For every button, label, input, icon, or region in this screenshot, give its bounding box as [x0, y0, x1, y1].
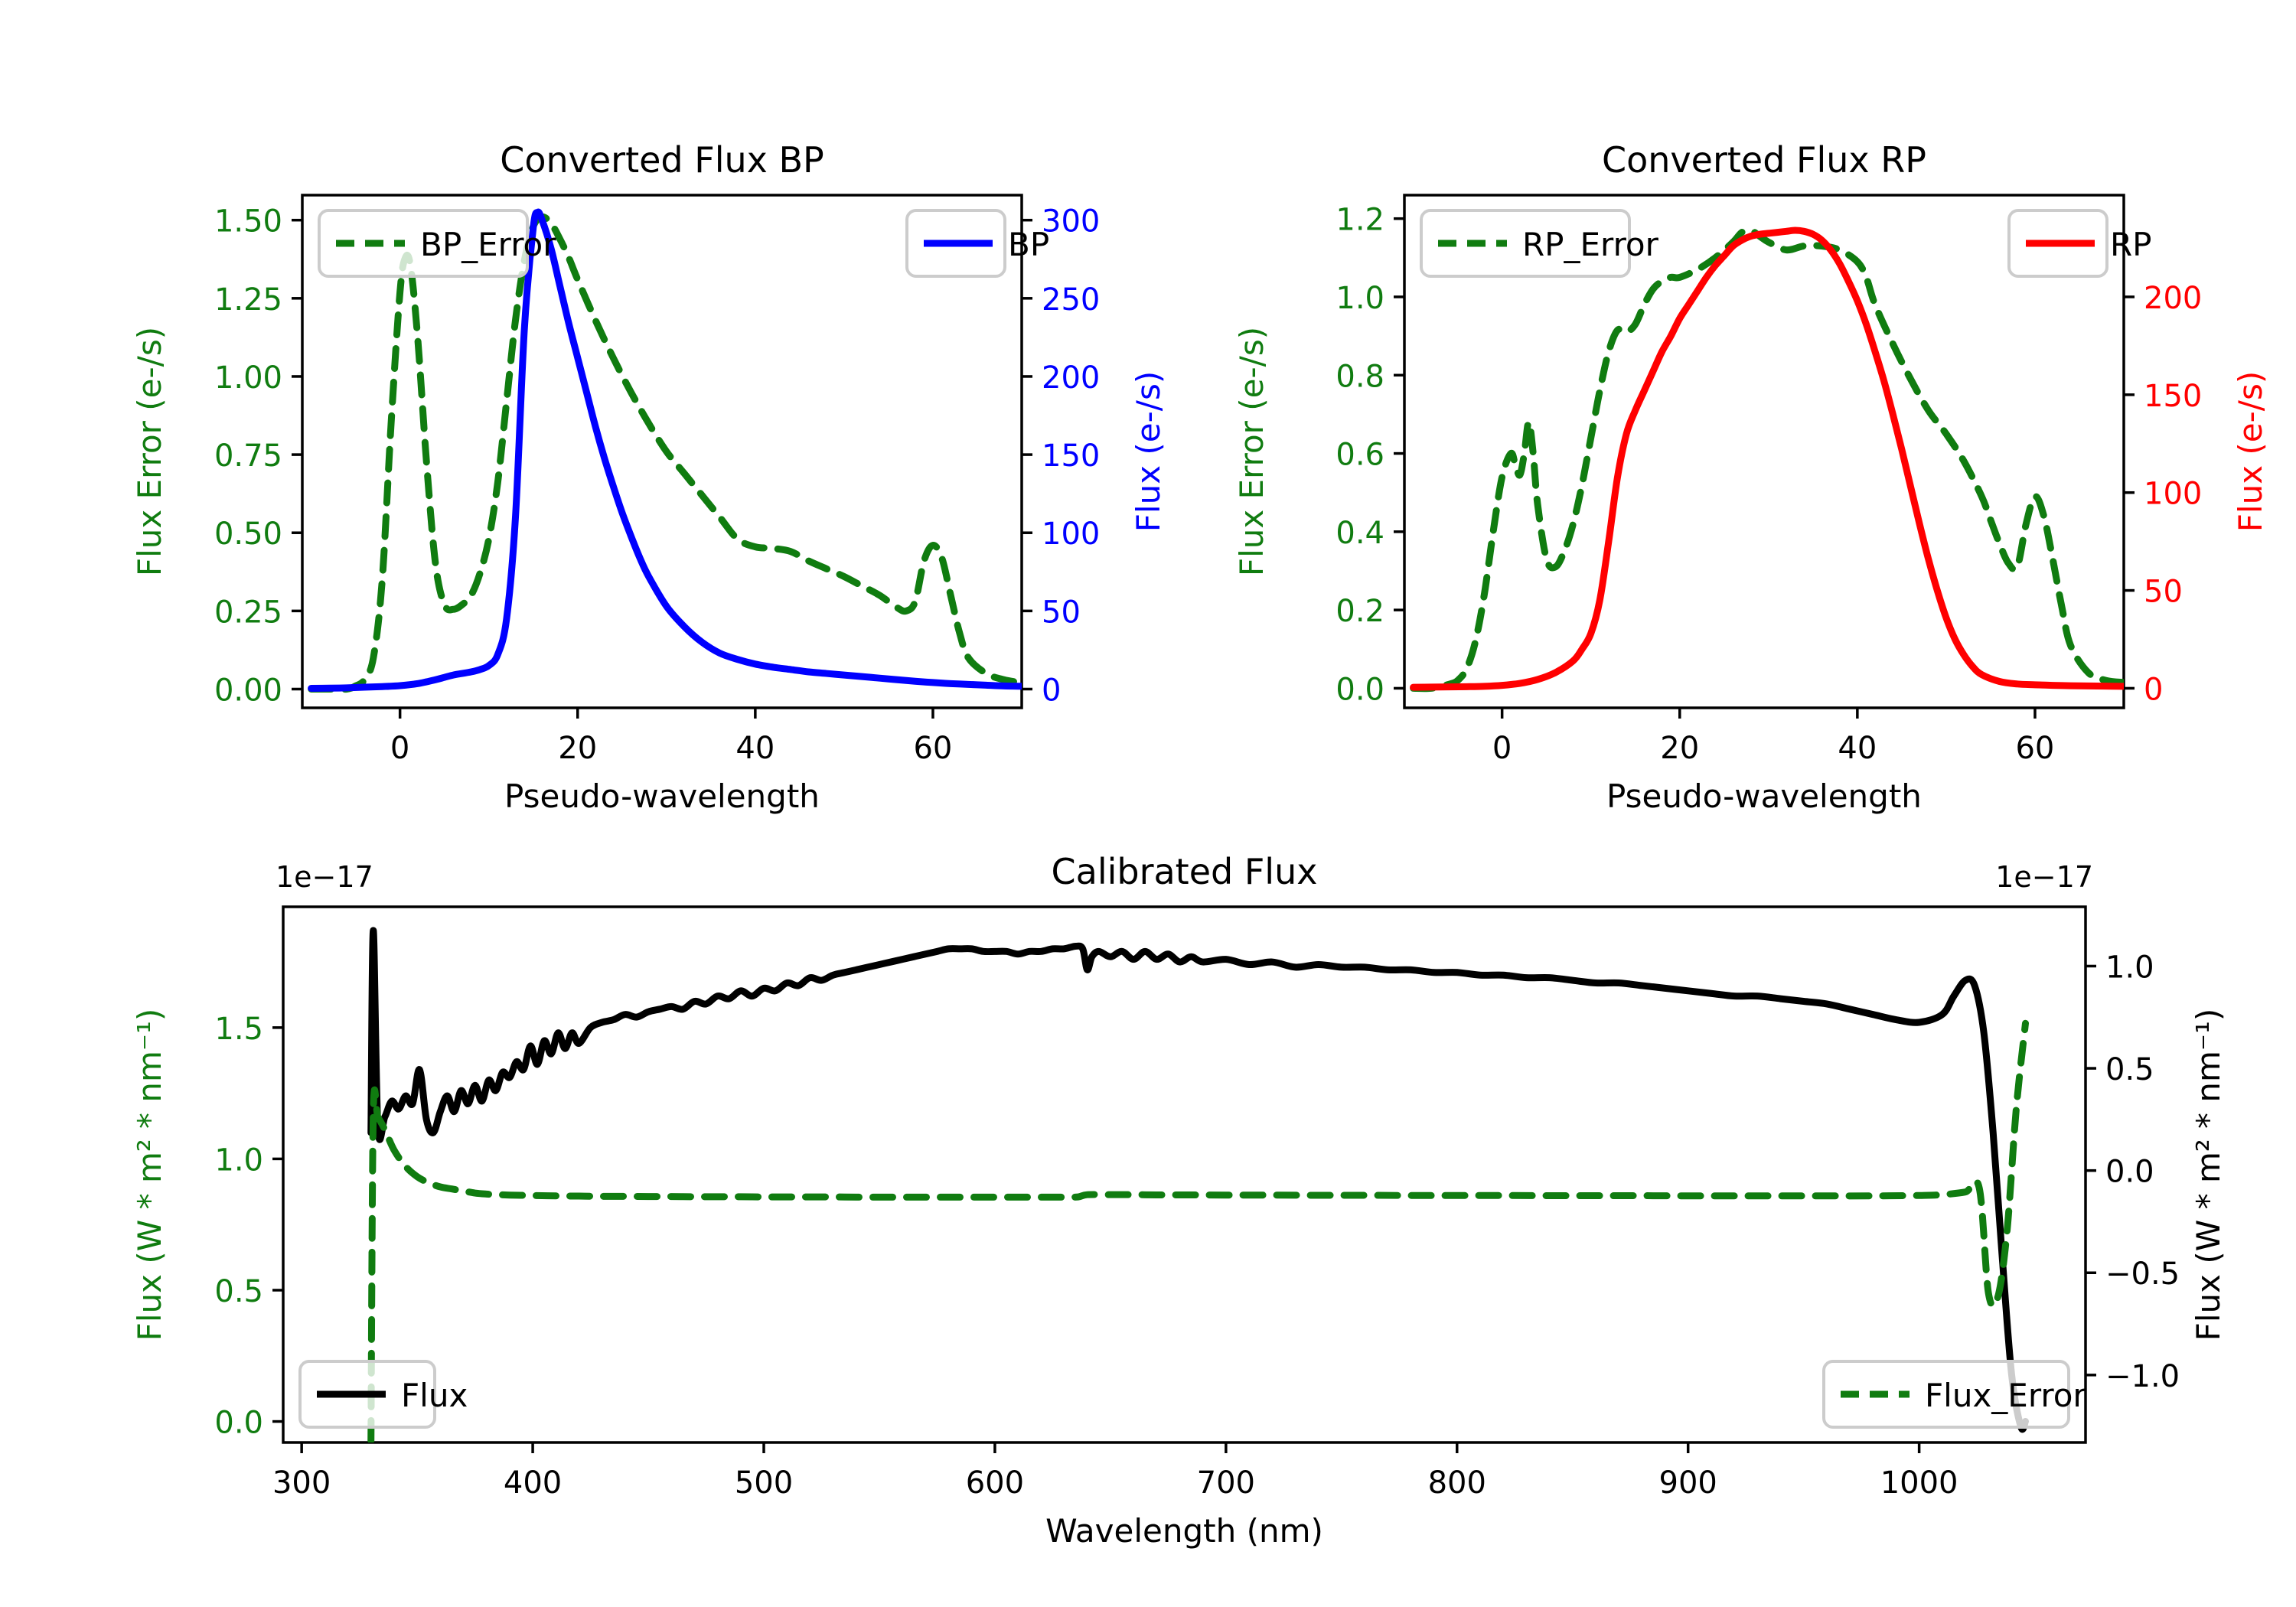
xticklabel-bp-3: 60 [913, 731, 952, 766]
right-yticklabel-bp-1: 50 [1042, 595, 1081, 630]
xticklabel-rp-0: 0 [1492, 731, 1512, 766]
axes-frame-rp [1403, 194, 2125, 709]
legend-rp-0[interactable]: RP_Error [1420, 209, 1659, 278]
panel-rp: 0 20 40 60 Pseudo-wavelength 0.0 0.2 0.4 0.6 0.8 1… [1233, 139, 2269, 815]
left-yticklabel-rp-5: 1.0 [1336, 281, 1384, 316]
left-yticklabel-cal-3: 1.5 [214, 1012, 263, 1047]
series-line-flux [367, 927, 2029, 1433]
xlabel-bp: Pseudo-wavelength [504, 777, 820, 815]
legend-label-rp_error: RP_Error [1522, 226, 1659, 263]
left-ylabel-rp: Flux Error (e-/s) [1233, 327, 1270, 576]
right-yticklabel-cal-0: −1.0 [2105, 1359, 2180, 1394]
title-bp: Converted Flux BP [500, 139, 824, 181]
legend-box-cal-1 [1822, 1360, 2070, 1429]
right-yticklabel-rp-0: 0 [2144, 672, 2163, 707]
left-yticklabel-rp-6: 1.2 [1336, 203, 1384, 238]
left-yticklabel-cal-1: 0.5 [214, 1274, 263, 1309]
right-yticklabel-cal-3: 0.5 [2105, 1052, 2154, 1087]
title-cal: Calibrated Flux [1052, 851, 1318, 892]
axes-frame-bp [301, 194, 1023, 709]
xticklabel-cal-6: 900 [1659, 1465, 1717, 1501]
right-yticklabel-rp-3: 150 [2144, 379, 2202, 414]
left-yticklabel-rp-0: 0.0 [1336, 672, 1384, 707]
right-yticklabel-bp-5: 250 [1042, 282, 1100, 318]
axes-frame-cal [282, 905, 2087, 1444]
xticklabel-rp-1: 20 [1660, 731, 1699, 766]
panel-bp: 0 20 40 60 Pseudo-wavelength 0.00 0.25 0.50 0.75… [131, 139, 1167, 815]
right-yticklabel-bp-3: 150 [1042, 438, 1100, 474]
xlabel-rp: Pseudo-wavelength [1606, 777, 1922, 815]
series-line-bp_error [308, 214, 1022, 693]
right-ylabel-bp: Flux (e-/s) [1130, 371, 1167, 532]
left-yticklabel-bp-0: 0.00 [214, 673, 282, 708]
right-yticklabel-bp-2: 100 [1042, 517, 1100, 552]
left-yticklabel-bp-4: 1.00 [214, 360, 282, 396]
legend-label-flux_error: Flux_Error [1925, 1377, 2086, 1414]
legend-label-flux: Flux [401, 1377, 468, 1414]
left-yticklabel-rp-3: 0.6 [1336, 438, 1384, 473]
xticklabel-rp-2: 40 [1838, 731, 1877, 766]
left-yticklabel-bp-3: 0.75 [214, 438, 282, 474]
left-yticklabel-bp-1: 0.25 [214, 595, 282, 630]
left-yticklabel-rp-2: 0.4 [1336, 516, 1384, 551]
right-yticklabel-bp-4: 200 [1042, 360, 1100, 396]
legend-cal-0[interactable]: Flux [298, 1360, 468, 1429]
left-yticklabel-rp-4: 0.8 [1336, 359, 1384, 394]
right-yticklabel-bp-0: 0 [1042, 673, 1061, 708]
right-yticklabel-rp-2: 100 [2144, 477, 2202, 512]
xlabel-cal: Wavelength (nm) [1045, 1512, 1323, 1550]
left-yticklabel-bp-6: 1.50 [214, 204, 282, 240]
right-yticklabel-cal-1: −0.5 [2105, 1257, 2180, 1292]
legend-bp-1[interactable]: BP [905, 209, 1049, 278]
right-yticklabel-rp-1: 50 [2144, 575, 2183, 610]
legend-box-bp-0 [318, 209, 529, 278]
xticklabel-cal-2: 500 [735, 1465, 793, 1501]
right-ylabel-rp: Flux (e-/s) [2232, 371, 2269, 532]
left-yticklabel-bp-2: 0.50 [214, 517, 282, 552]
xticklabel-bp-1: 20 [558, 731, 597, 766]
xticklabel-cal-1: 400 [504, 1465, 562, 1501]
left-yticklabel-rp-1: 0.2 [1336, 594, 1384, 629]
legend-label-bp: BP [1008, 226, 1049, 263]
right-yticklabel-bp-6: 300 [1042, 204, 1100, 240]
series-line-rp_error [1410, 227, 2124, 693]
right-yticklabel-cal-2: 0.0 [2105, 1155, 2154, 1190]
legend-box-rp-0 [1420, 209, 1631, 278]
right-offset-text-cal: 1e−17 [1995, 860, 2093, 894]
series-line-bp [308, 208, 1022, 692]
series-line-flux_error [367, 1019, 2029, 1442]
xticklabel-rp-3: 60 [2015, 731, 2054, 766]
left-yticklabel-cal-0: 0.0 [214, 1406, 263, 1441]
legend-rp-1[interactable]: RP [2007, 209, 2152, 278]
left-yticklabel-cal-2: 1.0 [214, 1143, 263, 1178]
left-offset-text-cal: 1e−17 [276, 860, 373, 894]
plot-area-bp [308, 208, 1022, 693]
xticklabel-cal-7: 1000 [1880, 1465, 1958, 1501]
xticklabel-bp-2: 40 [735, 731, 775, 766]
xticklabel-cal-0: 300 [272, 1465, 331, 1501]
legend-cal-1[interactable]: Flux_Error [1822, 1360, 2086, 1429]
plot-area-rp [1410, 227, 2124, 693]
legend-label-rp: RP [2110, 226, 2152, 263]
right-yticklabel-cal-4: 1.0 [2105, 950, 2154, 985]
xticklabel-cal-3: 600 [966, 1465, 1024, 1501]
plot-area-cal [367, 927, 2029, 1442]
left-ylabel-bp: Flux Error (e-/s) [131, 327, 168, 576]
xticklabel-bp-0: 0 [390, 731, 409, 766]
left-yticklabel-bp-5: 1.25 [214, 282, 282, 318]
right-yticklabel-rp-4: 200 [2144, 281, 2202, 316]
panel-cal: 1e−17 1e−17 300 400 500 600 700 800 900 1000 Wavel… [131, 851, 2227, 1550]
legend-label-bp_error: BP_Error [420, 226, 556, 263]
title-rp: Converted Flux RP [1602, 139, 1926, 181]
series-line-rp [1410, 227, 2124, 691]
left-ylabel-cal: Flux (W * m² * nm⁻¹) [131, 1009, 168, 1341]
legend-bp-0[interactable]: BP_Error [318, 209, 556, 278]
right-ylabel-cal: Flux (W * m² * nm⁻¹) [2190, 1009, 2227, 1341]
xticklabel-cal-4: 700 [1197, 1465, 1255, 1501]
xticklabel-cal-5: 800 [1428, 1465, 1486, 1501]
